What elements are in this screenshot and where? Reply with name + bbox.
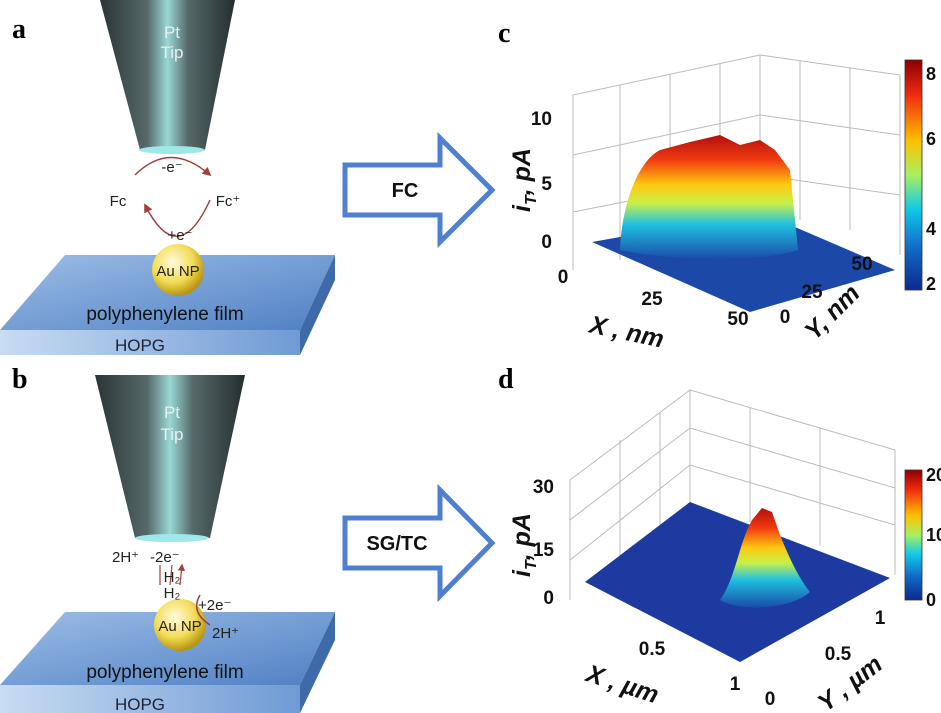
z-tick-label: 30 — [533, 477, 554, 498]
label-part: i — [508, 204, 536, 212]
arrow — [134, 156, 212, 177]
colorbar-tick-label: 4 — [926, 219, 936, 239]
x-tick-label: 50 — [727, 309, 748, 330]
z-tick-label: 0 — [541, 232, 552, 253]
species-label: H₂ — [164, 585, 181, 602]
au-particle — [154, 599, 206, 651]
tip-label: Pt — [164, 403, 180, 422]
y-tick-label: 25 — [801, 282, 823, 303]
y-tick-label: 0 — [765, 689, 776, 710]
reaction-label: +e⁻ — [167, 227, 192, 244]
colorbar-tick-label: 0 — [926, 590, 936, 610]
z-axis-label: iT, pA — [508, 148, 540, 212]
z-tick-label: 5 — [541, 174, 552, 195]
arrow — [144, 199, 211, 237]
x-tick-label: 1 — [730, 674, 741, 695]
colorbar-tick-label: 6 — [926, 129, 936, 149]
x-tick-label: 0 — [558, 267, 569, 288]
x-tick-label: 25 — [641, 289, 663, 310]
particle-label: Au NP — [156, 263, 199, 280]
substrate-edge — [300, 255, 335, 355]
label-part: T — [523, 194, 540, 205]
film-label: polyphenylene film — [86, 662, 243, 683]
panel-label: d — [498, 364, 514, 395]
arrow — [195, 594, 211, 626]
panel-b: b Pt Tip 2H⁺ -2e⁻ H₂ H₂ +2e⁻ 2H⁺ Au NP p… — [0, 364, 335, 713]
process-arrow — [342, 483, 496, 603]
tip-label: Tip — [161, 425, 184, 444]
z-axis-label: iT, pA — [508, 513, 540, 577]
label-part: T — [523, 559, 540, 570]
arrow-label: FC — [392, 180, 419, 202]
species-label: Fc — [110, 193, 127, 210]
substrate-label: HOPG — [115, 695, 165, 713]
tip-end — [139, 146, 205, 154]
panel-label: c — [498, 18, 510, 49]
z-tick-label: 15 — [533, 540, 555, 561]
panel-label: b — [12, 364, 28, 395]
film-top — [0, 612, 335, 685]
panel-c: c iT, pA 10 5 0 0 25 50 X , nm 0 25 50 Y… — [498, 18, 936, 354]
y-tick-label: 50 — [851, 254, 872, 275]
colorbar-tick-label: 10 — [926, 525, 941, 545]
substrate-label: HOPG — [115, 336, 165, 355]
x-axis-label: X , µm — [581, 659, 662, 709]
wireframe — [569, 389, 896, 600]
reaction-label: -e⁻ — [161, 159, 182, 176]
arrow-label: SG/TC — [366, 533, 427, 555]
particle-label: Au NP — [158, 618, 201, 635]
tip-end — [135, 534, 209, 542]
substrate-side — [0, 330, 300, 355]
colorbar — [904, 469, 923, 601]
colorbar-tick-label: 8 — [926, 64, 936, 84]
label-part: , pA — [508, 513, 536, 561]
y-tick-label: 0 — [780, 307, 791, 328]
colorbar — [904, 59, 923, 291]
x-tick-label: 0.5 — [639, 639, 666, 660]
panel-label: a — [12, 14, 26, 45]
colorbar-tick-label: 2 — [926, 274, 936, 294]
label-part: , pA — [508, 148, 536, 196]
arrow — [159, 565, 182, 586]
z-tick-label: 10 — [531, 109, 552, 130]
species-label: Fc⁺ — [216, 193, 241, 210]
label-part: i — [508, 569, 536, 577]
tip-label: Tip — [161, 43, 184, 62]
z-tick-label: 0 — [543, 588, 554, 609]
au-particle — [152, 244, 204, 296]
substrate-edge — [300, 612, 335, 713]
film-label: polyphenylene film — [86, 304, 243, 325]
surface-peak — [620, 135, 798, 259]
x-axis-label: X , nm — [585, 310, 666, 353]
panel-a: a Pt Tip -e⁻ Fc Fc⁺ +e⁻ Au NP polyphenyl… — [0, 0, 335, 355]
reaction-label: +2e⁻ — [198, 597, 231, 614]
species-label: H₂ — [164, 569, 181, 586]
panel-d: d iT, pA 30 15 0 0.5 1 X , µm 0 0.5 1 Y … — [498, 364, 941, 713]
y-tick-label: 1 — [875, 608, 886, 629]
reaction-label: -2e⁻ — [150, 549, 180, 566]
colorbar-tick-label: 20 — [926, 465, 941, 485]
surface-peak — [720, 508, 810, 608]
species-label: 2H⁺ — [112, 549, 139, 566]
y-tick-label: 0.5 — [825, 644, 852, 665]
pt-tip — [100, 0, 235, 150]
species-label: 2H⁺ — [212, 625, 239, 642]
process-arrow — [342, 131, 496, 249]
tip-label: Pt — [164, 23, 180, 42]
pt-tip — [95, 375, 245, 538]
substrate-side — [0, 685, 300, 713]
